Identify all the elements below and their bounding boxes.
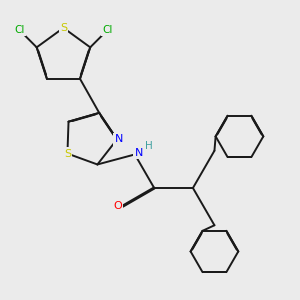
Text: Cl: Cl — [103, 25, 113, 35]
Text: Cl: Cl — [14, 25, 24, 35]
Text: S: S — [60, 23, 67, 33]
Text: N: N — [115, 134, 123, 144]
Text: H: H — [145, 141, 153, 151]
Text: S: S — [64, 148, 71, 159]
Text: N: N — [135, 148, 143, 158]
Text: O: O — [113, 201, 122, 211]
